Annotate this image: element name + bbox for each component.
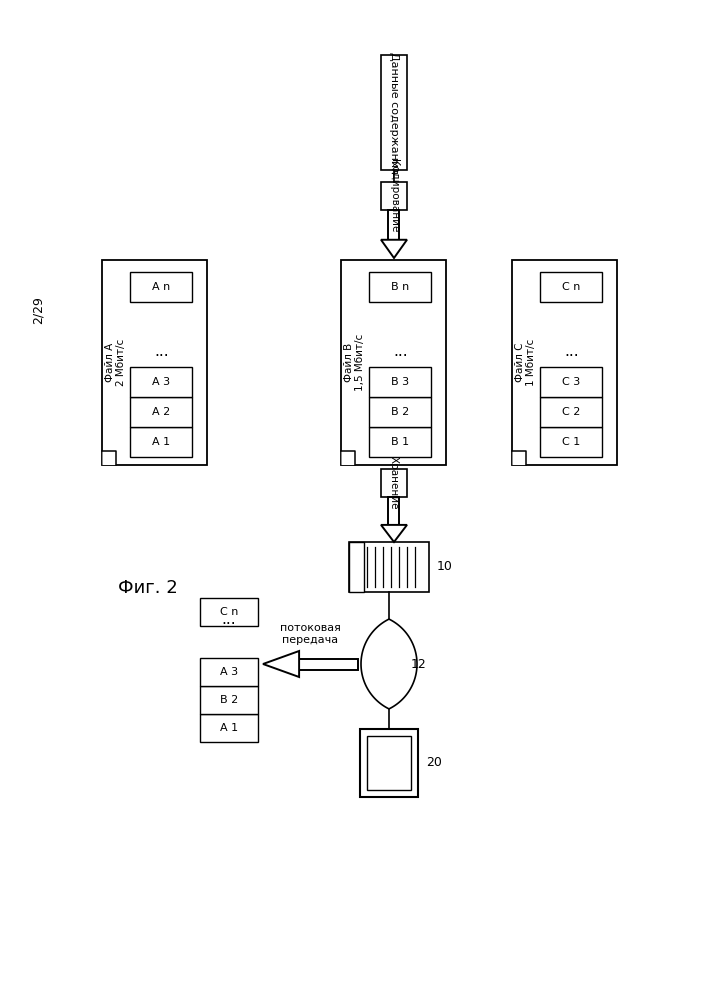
Polygon shape xyxy=(103,451,117,465)
Text: B n: B n xyxy=(392,282,409,292)
Bar xyxy=(370,427,431,457)
Bar xyxy=(540,367,602,397)
Text: А n: А n xyxy=(153,282,170,292)
Text: 12: 12 xyxy=(411,658,427,670)
Bar xyxy=(200,598,258,626)
Bar xyxy=(200,714,258,742)
Bar xyxy=(540,427,602,457)
Polygon shape xyxy=(341,451,356,465)
Bar xyxy=(540,397,602,427)
Bar xyxy=(131,397,192,427)
Text: Данные содержания: Данные содержания xyxy=(389,52,399,173)
Text: А 1: А 1 xyxy=(153,437,170,447)
Text: 10: 10 xyxy=(437,560,453,574)
Text: С 3: С 3 xyxy=(562,377,580,387)
Text: потоковая
передача: потоковая передача xyxy=(280,623,341,645)
Bar xyxy=(131,272,192,302)
Text: B 2: B 2 xyxy=(220,695,238,705)
Bar xyxy=(200,658,258,686)
Text: А 1: А 1 xyxy=(220,723,238,733)
Text: Фиг. 2: Фиг. 2 xyxy=(118,579,178,597)
Text: B 1: B 1 xyxy=(392,437,409,447)
Text: 20: 20 xyxy=(426,756,442,769)
Text: B 3: B 3 xyxy=(392,377,409,387)
Bar xyxy=(349,542,429,592)
Polygon shape xyxy=(263,651,299,677)
Text: 2/29: 2/29 xyxy=(32,296,45,324)
Bar xyxy=(367,736,411,790)
Bar xyxy=(381,469,407,497)
Text: ...: ... xyxy=(222,612,236,628)
Bar xyxy=(200,686,258,714)
Polygon shape xyxy=(381,525,407,542)
Bar xyxy=(540,272,602,302)
Bar xyxy=(360,729,418,797)
Polygon shape xyxy=(513,451,527,465)
Text: Файл C
1 Мбит/с: Файл C 1 Мбит/с xyxy=(515,339,537,386)
Text: С 2: С 2 xyxy=(562,407,580,417)
Text: С 1: С 1 xyxy=(562,437,580,447)
Bar xyxy=(389,497,399,525)
Bar xyxy=(370,397,431,427)
Bar xyxy=(513,260,617,465)
Text: Кодирование: Кодирование xyxy=(389,159,399,233)
Text: ...: ... xyxy=(154,344,169,359)
Text: ...: ... xyxy=(564,344,579,359)
Text: С n: С n xyxy=(562,282,580,292)
Bar xyxy=(131,367,192,397)
Text: С n: С n xyxy=(220,607,238,617)
Bar xyxy=(370,272,431,302)
Text: Хранение: Хранение xyxy=(389,456,399,510)
Bar xyxy=(131,427,192,457)
Bar xyxy=(381,182,407,210)
Bar xyxy=(349,542,364,592)
Bar xyxy=(299,658,358,670)
Text: B 2: B 2 xyxy=(392,407,409,417)
Text: А 2: А 2 xyxy=(153,407,170,417)
Polygon shape xyxy=(361,619,417,709)
Bar xyxy=(381,55,407,170)
Text: А 3: А 3 xyxy=(153,377,170,387)
Text: Файл B
1,5 Мбит/с: Файл B 1,5 Мбит/с xyxy=(344,334,366,391)
Text: А 3: А 3 xyxy=(220,667,238,677)
Bar xyxy=(389,210,399,240)
Bar xyxy=(103,260,207,465)
Text: Файл А
2 Мбит/с: Файл А 2 Мбит/с xyxy=(105,339,127,386)
Text: ...: ... xyxy=(393,344,408,359)
Bar xyxy=(370,367,431,397)
Bar xyxy=(341,260,447,465)
Polygon shape xyxy=(381,240,407,258)
